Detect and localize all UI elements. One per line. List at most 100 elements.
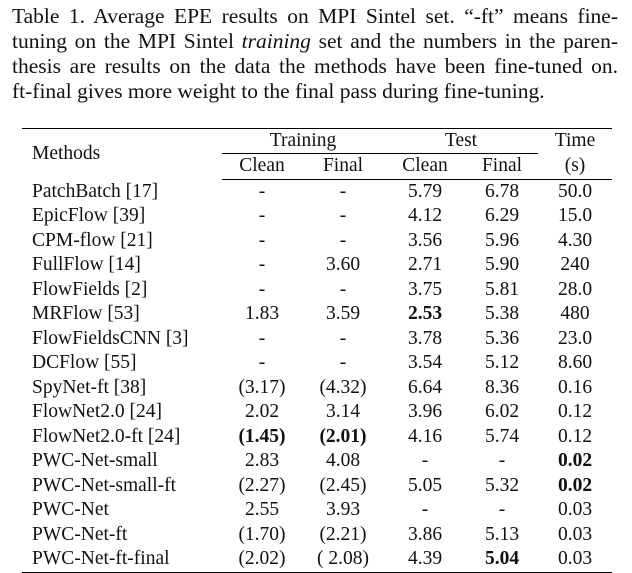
caption-line: tuning on the MPI Sintel training set an… xyxy=(12,29,618,54)
table-cell: 6.29 xyxy=(484,205,520,227)
method-name: PWC-Net-small-ft xyxy=(32,474,177,496)
table-cell: (4.32) xyxy=(319,376,367,398)
table-cell: - xyxy=(339,352,347,374)
table-cell: 3.54 xyxy=(407,352,443,374)
table-cell: 5.79 xyxy=(407,180,443,202)
table-cell: - xyxy=(258,205,266,227)
table-cell: 3.78 xyxy=(407,327,443,349)
method-name: PWC-Net-ft-final xyxy=(32,548,170,570)
header-time: Time xyxy=(554,130,596,152)
method-name: FullFlow [14] xyxy=(32,254,141,276)
table-cell: 28.0 xyxy=(557,278,593,300)
method-name: PWC-Net-ft xyxy=(32,523,128,545)
caption-text: training xyxy=(241,29,311,53)
header-subcolumn: Final xyxy=(466,153,538,180)
table-cell: 6.64 xyxy=(407,376,443,398)
table-cell: - xyxy=(258,327,266,349)
table-cell: - xyxy=(258,278,266,300)
table-cell: 4.08 xyxy=(325,450,361,472)
table-cell: - xyxy=(421,499,429,521)
table-cell: 3.86 xyxy=(407,523,443,545)
table-cell: - xyxy=(421,450,429,472)
table-row: FlowFields [2] - - 3.75 5.81 28.0 xyxy=(22,278,612,303)
table-cell: - xyxy=(498,450,506,472)
table-cell: 5.05 xyxy=(407,474,443,496)
table-cell: 4.16 xyxy=(407,425,443,447)
method-name: DCFlow [55] xyxy=(32,352,137,374)
table-cell: - xyxy=(339,229,347,251)
caption-line: ft-final gives more weight to the final … xyxy=(12,79,618,104)
header-subcolumn: Clean xyxy=(222,153,302,180)
method-name: PWC-Net-small xyxy=(32,450,158,472)
method-name: PWC-Net xyxy=(32,499,109,521)
method-name: CPM-flow [21] xyxy=(32,229,153,251)
table-cell: - xyxy=(339,180,347,202)
header-time-unit: (s) xyxy=(538,153,612,180)
table-cell: (2.01) xyxy=(319,425,367,447)
method-name: EpicFlow [39] xyxy=(32,205,146,227)
table-cell: (1.70) xyxy=(238,523,286,545)
method-name: MRFlow [53] xyxy=(32,303,140,325)
table-cell: ( 2.08) xyxy=(317,548,369,570)
table-cell: 0.12 xyxy=(557,401,593,423)
results-table: Methods Training Test Time Clean Final Cle… xyxy=(22,128,612,573)
table-cell: 5.36 xyxy=(484,327,520,349)
table-cell: 2.53 xyxy=(407,303,443,325)
table-cell: - xyxy=(258,180,266,202)
table-cell: 2.71 xyxy=(407,254,443,276)
header-methods: Methods xyxy=(32,143,101,164)
table-cell: 8.36 xyxy=(484,376,520,398)
table-row: SpyNet-ft [38] (3.17) (4.32) 6.64 8.36 0.16 xyxy=(22,376,612,401)
table-cell: 0.16 xyxy=(557,376,593,398)
caption-text: set and the numbers in the paren- xyxy=(310,29,618,53)
table-cell: - xyxy=(339,278,347,300)
table-cell: 8.60 xyxy=(557,352,593,374)
table-cell: 23.0 xyxy=(557,327,593,349)
table-cell: - xyxy=(498,499,506,521)
table-row: PWC-Net-small 2.83 4.08 - - 0.02 xyxy=(22,449,612,474)
caption-text: thesis are results on the data the metho… xyxy=(12,54,618,78)
table-cell: 3.14 xyxy=(325,401,361,423)
table-cell: 6.02 xyxy=(484,401,520,423)
table-cell: - xyxy=(339,327,347,349)
table-cell: 3.75 xyxy=(407,278,443,300)
table-row: PatchBatch [17] - - 5.79 6.78 50.0 xyxy=(22,179,612,204)
table-cell: 5.13 xyxy=(484,523,520,545)
table-cell: 5.96 xyxy=(484,229,520,251)
method-name: PatchBatch [17] xyxy=(32,180,159,202)
table-cell: 5.38 xyxy=(484,303,520,325)
table-row: PWC-Net-ft-final (2.02) ( 2.08) 4.39 5.04 0.0… xyxy=(22,547,612,572)
table-cell: 1.83 xyxy=(244,303,280,325)
header-test: Test xyxy=(384,128,538,154)
table-row: MRFlow [53] 1.83 3.59 2.53 5.38 480 xyxy=(22,302,612,327)
table-row: FlowNet2.0 [24] 2.02 3.14 3.96 6.02 0.12 xyxy=(22,400,612,425)
table-cell: 5.12 xyxy=(484,352,520,374)
table-cell: (2.45) xyxy=(319,474,367,496)
table-cell: 6.78 xyxy=(484,180,520,202)
table-cell: - xyxy=(258,352,266,374)
table-cell: 2.55 xyxy=(244,499,280,521)
table-cell: 4.39 xyxy=(407,548,443,570)
table-row: PWC-Net 2.55 3.93 - - 0.03 xyxy=(22,498,612,523)
method-name: SpyNet-ft [38] xyxy=(32,376,147,398)
table-cell: (2.02) xyxy=(238,548,286,570)
table-cell: 4.12 xyxy=(407,205,443,227)
method-name: FlowFieldsCNN [3] xyxy=(32,327,189,349)
header-subcolumn: Clean xyxy=(384,153,466,180)
table-cell: (1.45) xyxy=(238,425,286,447)
table-cell: 3.60 xyxy=(325,254,361,276)
table-row: FlowNet2.0-ft [24] (1.45) (2.01) 4.16 5.74 0.… xyxy=(22,425,612,450)
table-cell: 0.03 xyxy=(557,548,593,570)
table-row: FlowFieldsCNN [3] - - 3.78 5.36 23.0 xyxy=(22,327,612,352)
table-cell: 2.83 xyxy=(244,450,280,472)
table-cell: 4.30 xyxy=(557,229,593,251)
table-cell: 480 xyxy=(560,303,590,325)
table-row: FullFlow [14] - 3.60 2.71 5.90 240 xyxy=(22,253,612,278)
caption-text: tuning on the MPI Sintel xyxy=(12,29,242,53)
table-cell: - xyxy=(339,205,347,227)
table-cell: 5.81 xyxy=(484,278,520,300)
table-cell: 0.02 xyxy=(557,474,593,496)
table-cell: (3.17) xyxy=(238,376,286,398)
table-cell: 3.93 xyxy=(325,499,361,521)
